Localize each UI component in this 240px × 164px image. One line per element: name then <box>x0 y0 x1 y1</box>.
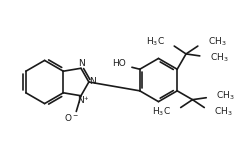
Text: $^+$: $^+$ <box>82 95 90 104</box>
Text: N: N <box>78 59 85 68</box>
Text: CH$_3$: CH$_3$ <box>208 36 226 48</box>
Text: CH$_3$: CH$_3$ <box>214 105 233 118</box>
Text: HO: HO <box>112 59 126 68</box>
Text: CH$_3$: CH$_3$ <box>216 90 235 102</box>
Text: O$^-$: O$^-$ <box>64 112 79 123</box>
Text: H$_3$C: H$_3$C <box>152 105 171 118</box>
Text: CH$_3$: CH$_3$ <box>210 52 228 64</box>
Text: H$_3$C: H$_3$C <box>145 36 164 48</box>
Text: N: N <box>78 96 84 105</box>
Text: N: N <box>89 77 96 85</box>
